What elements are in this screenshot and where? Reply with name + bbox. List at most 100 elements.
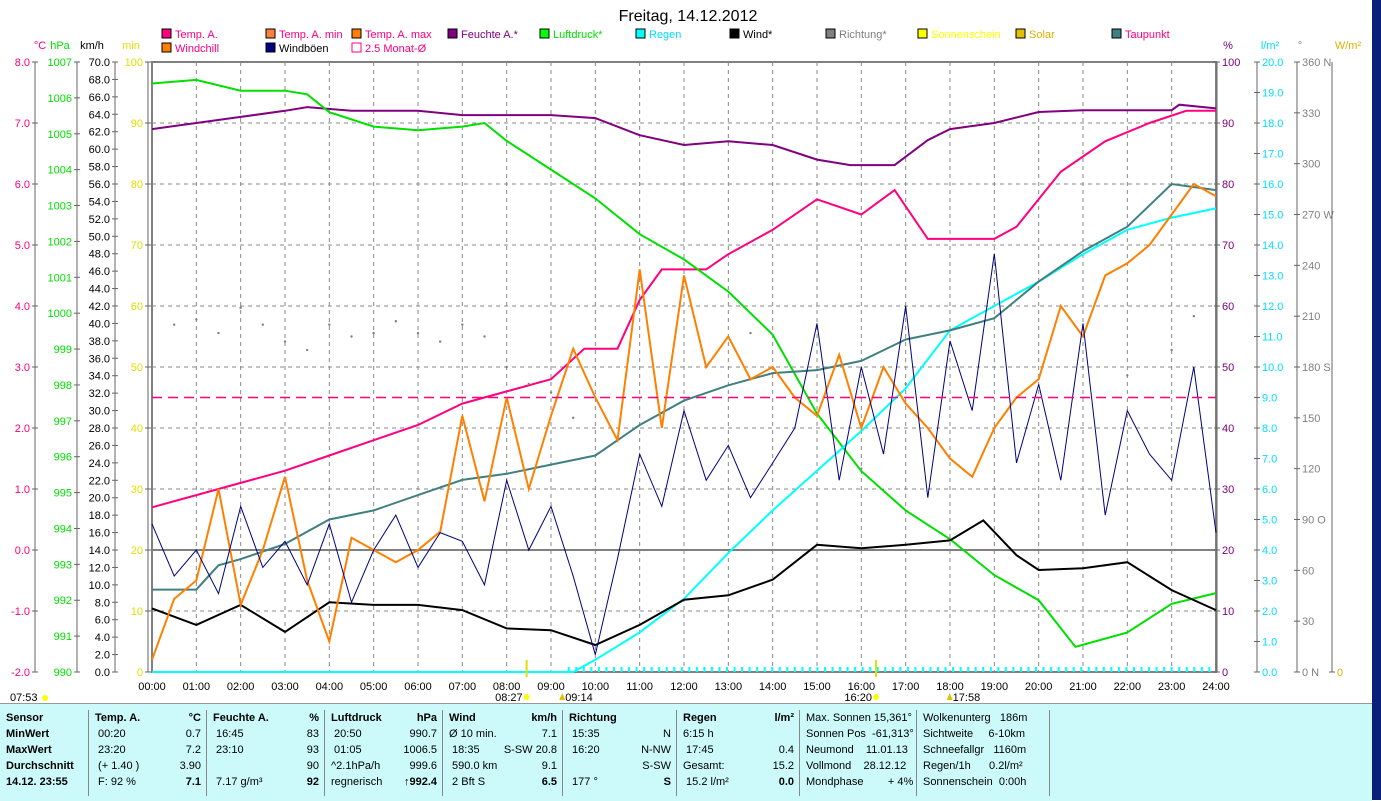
stats-cell: °C [188,712,201,724]
legend-swatch [161,42,172,53]
y-tick-label-celsius: -2.0 [11,667,30,679]
sun-icon [872,694,879,700]
axis-unit-degrees: ° [1298,40,1302,52]
y-tick-label-rain: 18.0 [1262,118,1283,130]
stats-row: 177 ° S [563,774,676,790]
legend-label: Taupunkt [1125,29,1170,41]
stats-cell: Regen/1h 0.2l/m² [923,760,1023,772]
stats-column: Regen l/m² 6:15 h 17:45 0.4 Gesamt: 15.2 15.2… [677,710,800,796]
x-tick-label: 18:00 [936,681,964,693]
stats-row: 14.12. 23:55 [0,774,88,790]
sunrise-icon [42,695,48,701]
legend-label: Windböen [279,43,329,55]
stats-row: 15.2 l/m² 0.0 [677,774,799,790]
direction-point [904,382,907,386]
legend-swatch [917,28,928,39]
direction-point [505,365,508,369]
y-tick-label-percent: 10 [1222,606,1234,618]
stats-cell: Feuchte A. [213,712,269,724]
y-tick-label-celsius: 2.0 [15,423,30,435]
y-tick-label-min: 10 [131,606,143,618]
stats-row: Sonnen Pos -61,313° [800,726,916,742]
legend-swatch [1111,28,1122,39]
y-tick-label-kmh: 46.0 [89,266,110,278]
y-tick-label-rain: 0.0 [1262,667,1277,679]
y-tick-label-kmh: 14.0 [89,545,110,557]
direction-point [239,306,242,309]
stats-row: Regen l/m² [677,710,799,726]
direction-point [217,331,220,335]
stats-cell: Sonnenschein 0:00h [923,776,1027,788]
x-tick-label: 00:00 [138,681,166,693]
y-tick-label-kmh: 0.0 [95,667,110,679]
direction-point [461,323,464,326]
y-tick-label-rain: 8.0 [1262,423,1277,435]
direction-point [860,467,863,470]
y-tick-label-kmh: 26.0 [89,440,110,452]
stats-row: Gesamt: 15.2 [677,758,799,774]
y-tick-label-celsius: 7.0 [15,118,30,130]
legend-swatch [351,42,362,53]
axis-unit-hpa: hPa [50,40,70,52]
x-tick-label: 10:00 [582,681,610,693]
y-tick-label-rain: 4.0 [1262,545,1277,557]
legend-label: Sonnenschein [931,29,1001,41]
stats-cell: 990.7 [409,728,437,740]
direction-point [150,308,154,311]
stats-cell: 93 [306,744,319,756]
stats-cell: MaxWert [6,744,52,756]
y-tick-label-celsius: 1.0 [15,484,30,496]
stats-cell: 6:15 h [683,728,714,740]
axis-unit-celsius: °C [34,40,46,52]
stats-cell: 999.6 [409,760,437,772]
x-tick-label: 08:00 [493,681,521,693]
stats-cell: 20:50 [331,728,362,740]
x-tick-label: 07:00 [449,681,477,693]
stats-row: Regen/1h 0.2l/m² [917,758,1049,774]
series-line-windchill [151,182,1217,661]
stats-row: Wind km/h [443,710,562,726]
y-tick-label-solar: 0 [1337,667,1343,679]
y-tick-label-celsius: 0.0 [15,545,30,557]
stats-cell: Wind [449,712,476,724]
stats-row: 00:20 0.7 [89,726,206,742]
y-tick-label-hpa: 992 [54,595,72,607]
stats-cell: Regen [683,712,717,724]
stats-cell: 83 [306,728,319,740]
y-tick-label-min: 100 [125,57,143,69]
x-tick-label: 04:00 [316,681,344,693]
axis-unit-min: min [122,40,140,52]
stats-row: 23:10 93 [207,742,324,758]
sun-time-label: 08:27 [495,692,523,703]
y-tick-label-kmh: 16.0 [89,528,110,540]
stats-cell: km/h [531,712,557,724]
y-tick-label-kmh: 56.0 [89,179,110,191]
stats-row: 16:20 N-NW [563,742,676,758]
x-tick-label: 11:00 [626,681,653,693]
stats-column: Wolkenunterg 186m Sichtweite 6-10km Schnee… [917,710,1050,796]
y-tick-label-rain: 12.0 [1262,301,1283,313]
stats-cell: MinWert [6,728,50,740]
direction-point [549,391,553,394]
y-tick-label-rain: 6.0 [1262,484,1277,496]
axis-unit-rain: l/m² [1261,40,1280,52]
y-tick-label-rain: 2.0 [1262,606,1277,618]
y-tick-label-percent: 30 [1222,484,1234,496]
y-tick-label-celsius: 3.0 [15,362,30,374]
stats-cell: 16:20 [569,744,600,756]
stats-cell: Durchschnitt [6,760,74,772]
stats-cell: 9.1 [541,760,557,772]
y-tick-label-hpa: 995 [54,488,72,500]
direction-point [749,331,752,335]
stats-row: 6:15 h [677,726,799,742]
stats-row: Ø 10 min. 7.1 [443,726,562,742]
legend-label: 2.5 Monat-Ø [365,43,427,55]
stats-row: Durchschnitt [0,758,88,774]
stats-cell: Richtung [569,712,617,724]
stats-cell: 0.0 [778,776,794,788]
y-tick-label-hpa: 996 [54,452,72,464]
stats-cell: Ø 10 min. [449,728,497,740]
y-tick-label-celsius: 8.0 [15,57,30,69]
y-tick-label-rain: 15.0 [1262,210,1283,222]
moon-icon [946,693,953,700]
